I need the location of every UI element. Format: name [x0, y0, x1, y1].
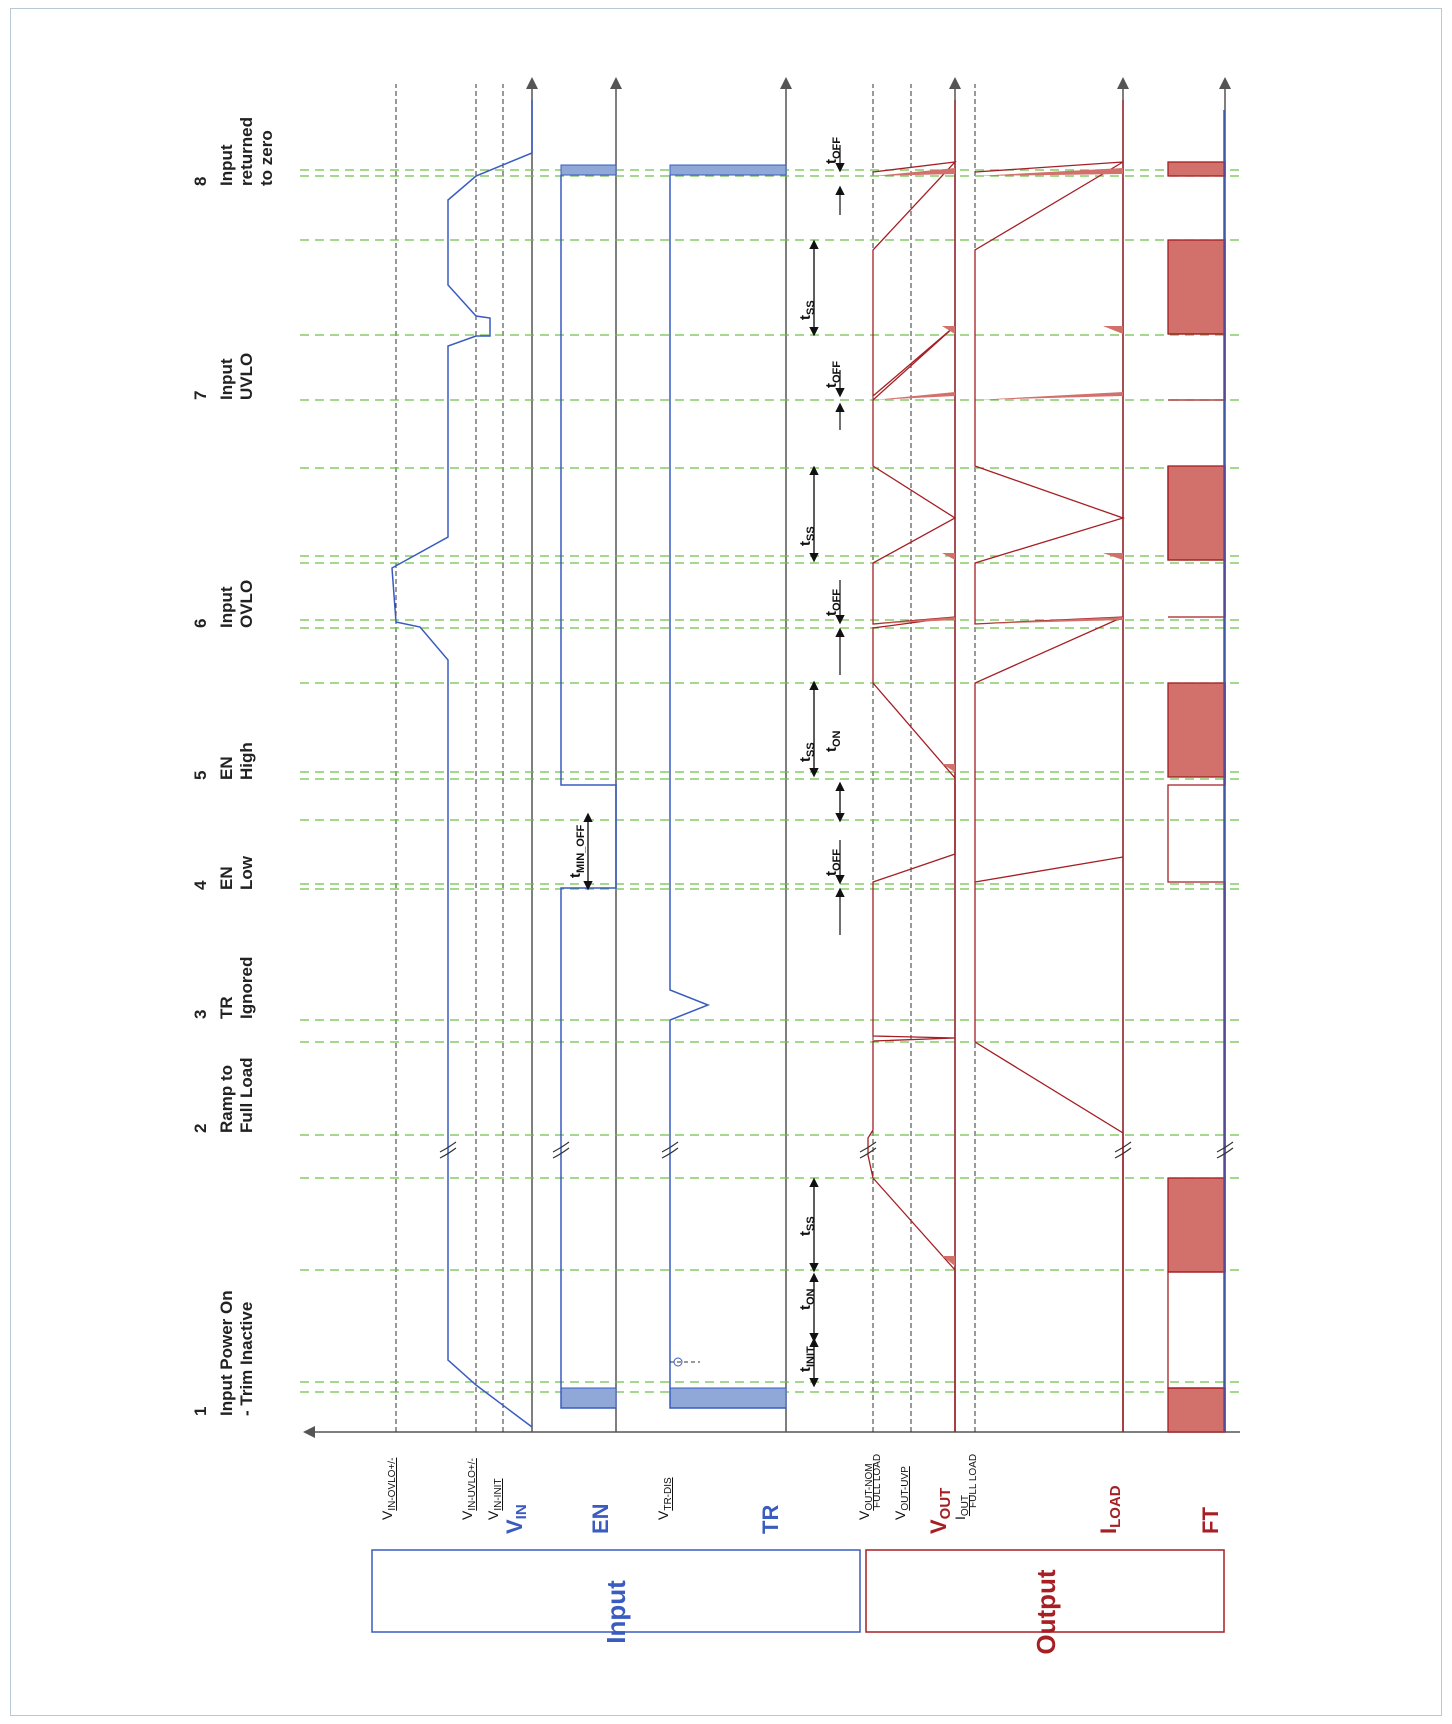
event-number: 7: [191, 391, 210, 400]
timing-label-on: tON: [823, 730, 843, 752]
break-mark: [439, 1141, 457, 1153]
threshold-label-trdis: VTR-DIS: [655, 1477, 674, 1520]
break-mark: [1216, 1147, 1234, 1159]
break-mark: [1216, 1141, 1234, 1153]
signal-label-vin: VIN: [502, 1504, 530, 1534]
event-label-line: Input: [217, 144, 236, 186]
event-gridlines: [300, 169, 1240, 1393]
timing-label-ss: tSS: [797, 526, 817, 546]
threshold-label-iout-sub: FULL LOAD: [968, 1454, 979, 1508]
signal-baselines: [526, 77, 1231, 1432]
timing-label-on: tON: [797, 1288, 817, 1310]
event-label-line: Ramp to: [217, 1065, 236, 1133]
event-number: 8: [191, 177, 210, 186]
signal-label-iload: ILOAD: [1096, 1485, 1124, 1534]
vin-waveform: [391, 100, 533, 1428]
timing-label-min-off: tMIN_OFF: [567, 824, 587, 878]
break-mark: [859, 1141, 877, 1153]
timing-label-ss: tSS: [797, 300, 817, 320]
en-fill: [560, 1387, 617, 1409]
event-label-line: - Trim Inactive: [237, 1302, 256, 1416]
threshold-lines: [395, 84, 976, 1432]
event-label-line: Input: [217, 358, 236, 400]
timing-label-init: tINIT: [797, 1346, 817, 1372]
signal-labels: VIN EN TR VOUT ILOAD FT: [502, 1485, 1223, 1534]
en-fill-top: [560, 164, 617, 176]
signal-label-tr: TR: [758, 1505, 783, 1534]
timing-label-ss: tSS: [797, 742, 817, 762]
iload-waveform: [974, 100, 1126, 1432]
event-number: 4: [191, 880, 210, 890]
tr-fill-top: [669, 164, 787, 176]
event-label-line: EN: [217, 756, 236, 780]
timing-label-off: tOFF: [823, 589, 843, 616]
threshold-label-init: VIN-INIT: [485, 1478, 504, 1520]
threshold-labels: VIN-OVLO+/- VIN-UVLO+/- VIN-INIT VTR-DIS VOU…: [379, 1454, 979, 1520]
event-label-line: Input Power On: [217, 1290, 236, 1416]
event-number: 2: [191, 1124, 210, 1133]
output-group-box: [865, 1549, 1225, 1633]
ft-waveform: [1167, 161, 1226, 1433]
event-label-line: Input: [217, 586, 236, 628]
threshold-label-vnom-sub: FULL LOAD: [872, 1454, 883, 1508]
event-number: 6: [191, 619, 210, 628]
break-mark: [1114, 1141, 1132, 1153]
threshold-label-vuvp: VOUT-UVP: [892, 1466, 911, 1520]
event-label-line: returned: [237, 117, 256, 186]
break-mark: [859, 1147, 877, 1159]
input-group-label: Input: [601, 1580, 631, 1644]
threshold-label-uvlo: VIN-UVLO+/-: [459, 1458, 478, 1520]
event-label-line: UVLO: [237, 353, 256, 400]
event-label-line: EN: [217, 866, 236, 890]
tr-waveform: [669, 175, 786, 1409]
break-mark: [439, 1147, 457, 1159]
break-mark: [1114, 1147, 1132, 1159]
input-group-box: [371, 1549, 861, 1633]
output-group-label: Output: [1031, 1569, 1061, 1655]
event-label-line: Ignored: [237, 957, 256, 1019]
event-number: 3: [191, 1010, 210, 1019]
vout-shading: [873, 168, 955, 1266]
event-label-line: to zero: [257, 130, 276, 186]
tr-dis-node: [673, 1357, 683, 1367]
time-break-marks: [439, 1141, 1234, 1159]
iload-shading: [975, 168, 1123, 624]
timing-label-off: tOFF: [823, 137, 843, 164]
break-mark: [661, 1141, 679, 1153]
threshold-label-ovlo: VIN-OVLO+/-: [379, 1458, 398, 1520]
event-number: 1: [191, 1407, 210, 1416]
event-label-line: High: [237, 742, 256, 780]
break-mark: [552, 1147, 570, 1159]
event-label-line: Full Load: [237, 1057, 256, 1133]
timing-label-ss: tSS: [797, 1216, 817, 1236]
timing-label-off: tOFF: [823, 849, 843, 876]
signal-label-en: EN: [588, 1503, 613, 1534]
timing-label-off: tOFF: [823, 361, 843, 388]
event-label-line: TR: [217, 996, 236, 1019]
break-mark: [552, 1141, 570, 1153]
timing-arrows: [583, 145, 845, 1388]
signal-label-ft: FT: [1198, 1507, 1223, 1534]
threshold-label-vnom: VOUT-NOM: [856, 1463, 875, 1520]
signal-label-vout: VOUT: [926, 1488, 954, 1534]
en-waveform: [560, 175, 617, 1409]
event-label-line: OVLO: [237, 580, 256, 628]
event-label-line: Low: [237, 855, 256, 890]
timing-labels: tINIT tON tSS tOFF tMIN_OFF tSS tON tOFF tSS tOFF…: [567, 137, 843, 1372]
threshold-label-iout: IOUT: [952, 1495, 971, 1520]
tr-fill: [669, 1387, 787, 1409]
event-number: 5: [191, 771, 210, 780]
break-mark: [661, 1147, 679, 1159]
event-labels: 1 Input Power On - Trim Inactive 2 Ramp to Fu…: [191, 117, 276, 1416]
